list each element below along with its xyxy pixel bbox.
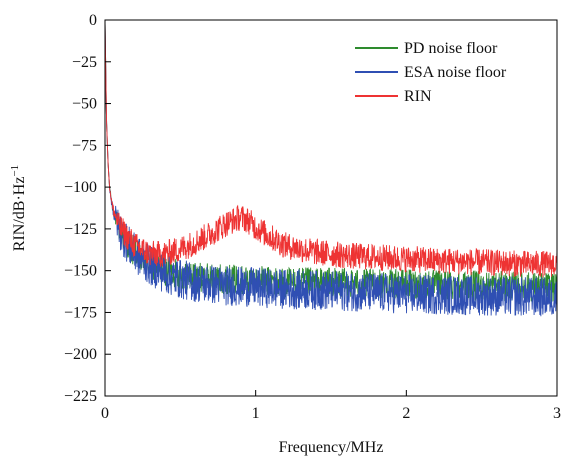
- legend-label-pd: PD noise floor: [404, 40, 498, 57]
- x-tick-label: 2: [402, 405, 410, 422]
- y-tick-label: −125: [64, 221, 97, 238]
- series-layer: [104, 19, 558, 318]
- y-tick-label: −75: [72, 137, 97, 154]
- x-tick-label: 3: [553, 405, 561, 422]
- y-tick-label: −225: [64, 388, 97, 405]
- y-tick-label: −175: [64, 304, 97, 321]
- y-tick-label: −100: [64, 179, 97, 196]
- x-axis-title: Frequency/MHz: [279, 439, 384, 456]
- legend: PD noise floor ESA noise floor RIN: [355, 40, 507, 105]
- y-tick-label: −200: [64, 346, 97, 363]
- series-esa-noise-floor: [104, 19, 558, 318]
- y-tick-label: 0: [89, 12, 97, 29]
- y-axis-ticks: 0 −25 −50 −75 −100 −125 −150 −175 −200 −225: [64, 12, 111, 405]
- legend-label-esa: ESA noise floor: [404, 64, 507, 81]
- y-axis-title-main: RIN/dB·Hz: [11, 177, 28, 252]
- legend-label-rin: RIN: [404, 88, 432, 105]
- x-tick-label: 1: [252, 405, 260, 422]
- y-axis-title: RIN/dB·Hz−1: [9, 165, 28, 251]
- plot-frame: [104, 19, 558, 397]
- x-axis-ticks: 0 1 2 3: [101, 390, 561, 422]
- y-tick-label: −150: [64, 263, 97, 280]
- y-axis-title-superscript: −1: [9, 165, 21, 177]
- series-rin: [104, 19, 558, 278]
- y-tick-label: −50: [72, 96, 97, 113]
- y-tick-label: −25: [72, 54, 97, 71]
- x-tick-label: 0: [101, 405, 109, 422]
